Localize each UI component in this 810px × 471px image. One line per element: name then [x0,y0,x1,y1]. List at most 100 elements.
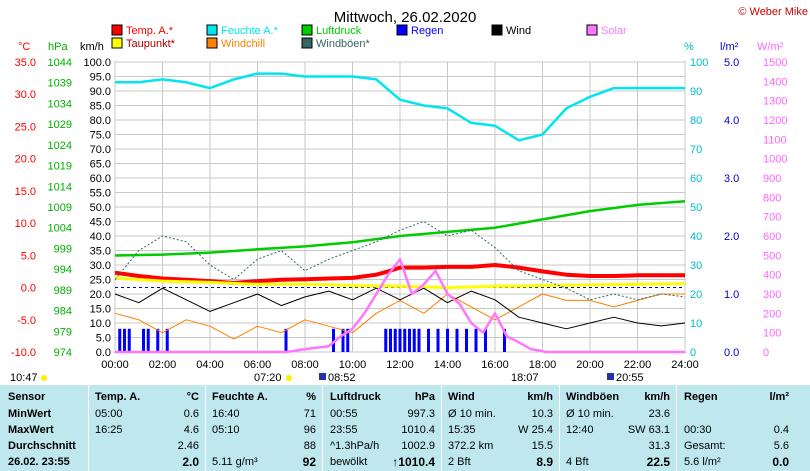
unit-kmh: km/h [80,41,104,53]
table-cell: 88 [303,440,316,452]
tick-hpa: 1024 [48,140,72,152]
tick-kmh: 30.0 [90,260,111,272]
tick-temp: -10.0 [11,347,36,359]
legend-swatch [301,37,313,49]
table-header: °C [186,391,199,403]
tick-hpa: 1029 [48,119,72,131]
tick-temp: 35.0 [15,57,36,69]
table-cell: bewölkt [330,456,368,468]
tick-hpa: 979 [54,326,72,338]
tick-rain: 4.0 [724,115,739,127]
series-windchill [114,293,685,340]
table-cell: ^1.3hPa/h [330,440,380,452]
tick-time: 24:00 [671,359,699,371]
rain-bar [446,328,449,352]
tick-pct: 40 [690,231,702,243]
rain-bar [156,328,160,352]
table-cell: 0.4 [773,424,789,436]
rain-bar [455,328,459,352]
tick-hpa: 999 [54,243,72,255]
table-cell: Ø 10 min. [448,408,496,420]
rain-bar [412,328,416,352]
table-header: % [306,391,316,403]
table-cell: 05:10 [212,424,240,436]
rain-bar [384,328,388,352]
table-cell: 15:35 [448,424,476,436]
marker-moonrise: 08:52 [328,372,356,384]
tick-kmh: 25.0 [90,275,111,287]
moon-icon [607,373,614,380]
table-separator [322,385,323,471]
tick-solar: 400 [763,270,781,282]
tick-solar: 1100 [763,134,787,146]
tick-hpa: 1044 [48,57,72,69]
table-cell: 4 Bft [566,456,589,468]
table-cell: SW 63.1 [627,424,670,436]
table-cell: ↑1010.4 [392,455,435,469]
tick-temp: 30.0 [15,89,36,101]
legend-swatch [396,24,408,36]
tick-kmh: 95.0 [90,72,111,84]
tick-hpa: 1014 [48,181,72,193]
rain-bar [123,328,126,352]
table-row-label: 26.02. 23:55 [8,456,70,468]
tick-solar: 1200 [763,115,787,127]
tick-pct: 80 [690,115,702,127]
tick-hpa: 1019 [48,161,72,173]
tick-hpa: 994 [54,264,72,276]
table-row-label: Durchschnitt [8,440,76,452]
tick-temp: 25.0 [15,121,36,133]
rain-bar [127,328,131,352]
tick-time: 20:00 [576,359,604,371]
table-cell: 00:55 [330,408,358,420]
tick-hpa: 1004 [48,223,72,235]
tick-solar: 100 [763,328,781,340]
rain-bar [284,328,288,352]
tick-solar: 900 [763,173,781,185]
tick-kmh: 100.0 [83,57,111,69]
table-cell: 00:30 [684,424,712,436]
series-solar [115,257,685,354]
table-cell: 5.6 [773,440,789,452]
table-cell: 0.0 [772,455,789,469]
tick-rain: 3.0 [724,173,739,185]
tick-kmh: 80.0 [90,115,111,127]
tick-time: 16:00 [481,359,509,371]
legend-label: Taupunkt* [126,38,176,50]
table-separator [676,385,677,471]
table-header: Sensor [8,391,46,403]
legend-label: Regen [411,25,443,37]
tick-hpa: 984 [54,306,72,318]
table-separator [559,385,560,471]
tick-pct: 100 [690,57,708,69]
tick-kmh: 65.0 [90,159,111,171]
tick-rain: 0.0 [724,347,739,359]
sun-icon [286,375,292,381]
legend-swatch [301,24,313,36]
rain-bar [474,328,478,352]
tick-time: 22:00 [624,359,652,371]
table-header: Feuchte A. [212,391,268,403]
rain-bar [165,328,169,352]
rain-bar [118,328,122,352]
tick-time: 10:00 [339,359,367,371]
table-cell: 8.9 [536,455,553,469]
tick-time: 08:00 [291,359,319,371]
table-cell: 2 Bft [448,456,471,468]
tick-pct: 10 [690,318,702,330]
table-cell: 15.5 [531,440,553,452]
table-cell: 997.3 [407,408,435,420]
table-cell: 5.6 l/m² [684,456,721,468]
table-cell: 10.3 [531,408,553,420]
weather-chart: 35.0 30.0 25.0 20.0 15.0 10.0 5.0 0.0 -5.0 -10.0 1… [10,6,808,384]
credit-text[interactable]: © Weber Mike [738,6,808,18]
table-cell: Gesamt: [684,440,726,452]
chart-title: Mittwoch, 26.02.2020 [334,9,477,26]
table-cell: W 25.4 [518,424,553,436]
rain-bar [408,328,411,352]
tick-solar: 700 [763,212,781,224]
rain-bar [403,328,407,352]
series-wind [114,287,686,330]
table-cell: 1002.9 [401,440,435,452]
marker-sunset: 18:07 [511,372,539,384]
